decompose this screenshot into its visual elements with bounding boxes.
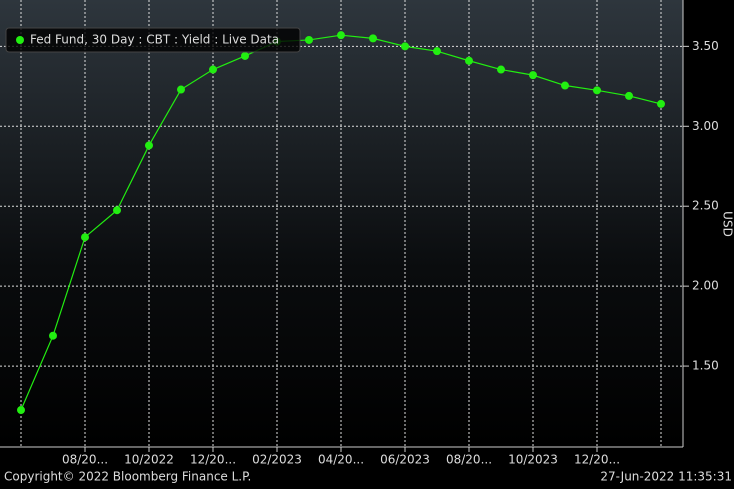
data-point xyxy=(657,100,665,108)
data-point xyxy=(561,82,569,90)
footer-copyright: Copyright© 2022 Bloomberg Finance L.P. xyxy=(4,470,251,484)
legend-label: Fed Fund, 30 Day : CBT : Yield : Live Da… xyxy=(30,33,279,47)
data-point xyxy=(209,66,217,74)
data-point xyxy=(433,47,441,55)
x-tick-label: 06/2023 xyxy=(380,453,430,467)
y-tick-label: 2.00 xyxy=(692,279,719,293)
data-point xyxy=(305,36,313,44)
x-tick-label: 08/20... xyxy=(446,453,492,467)
x-tick-label: 04/20... xyxy=(318,453,364,467)
data-point xyxy=(17,406,25,414)
data-point xyxy=(177,86,185,94)
data-point xyxy=(529,71,537,79)
y-tick-label: 3.50 xyxy=(692,39,719,53)
x-tick-label: 10/2022 xyxy=(124,453,174,467)
data-point xyxy=(49,332,57,340)
data-point xyxy=(369,34,377,42)
y-tick-label: 3.00 xyxy=(692,119,719,133)
data-point xyxy=(81,233,89,241)
data-point xyxy=(337,31,345,39)
data-point xyxy=(465,57,473,65)
data-point xyxy=(241,52,249,60)
footer-timestamp: 27-Jun-2022 11:35:31 xyxy=(600,470,732,484)
y-tick-label: 1.50 xyxy=(692,359,719,373)
x-tick-label: 12/20... xyxy=(190,453,236,467)
legend-marker xyxy=(16,36,24,44)
plot-background xyxy=(0,0,683,447)
data-point xyxy=(113,206,121,214)
data-point xyxy=(401,42,409,50)
data-point xyxy=(593,86,601,94)
x-tick-label: 02/2023 xyxy=(252,453,302,467)
x-tick-label: 08/20... xyxy=(62,453,108,467)
data-point xyxy=(145,141,153,149)
y-tick-label: 2.50 xyxy=(692,199,719,213)
x-tick-label: 12/20... xyxy=(574,453,620,467)
data-point xyxy=(625,92,633,100)
x-tick-label: 10/2023 xyxy=(508,453,558,467)
data-point xyxy=(497,66,505,74)
y-axis-label: USD xyxy=(721,211,734,237)
